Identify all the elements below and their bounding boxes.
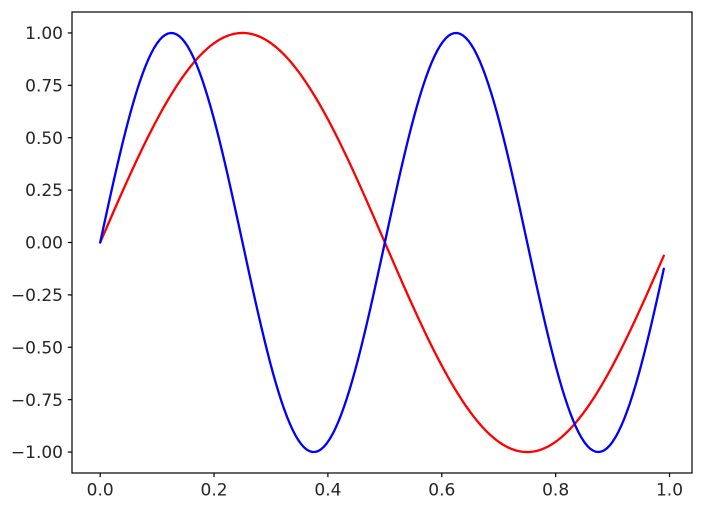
series-line-0 — [99, 31, 665, 454]
y-tick-label: −0.50 — [11, 338, 63, 358]
x-tick-label: 0.6 — [428, 480, 455, 500]
y-tick-label: −0.25 — [11, 286, 63, 306]
y-tick-label: −1.00 — [11, 443, 63, 463]
plot-area — [72, 12, 692, 473]
y-tick-label: 0.25 — [25, 181, 63, 201]
y-tick-label: 0.50 — [25, 129, 63, 149]
series-line-1 — [99, 31, 665, 454]
x-tick-label: 0.4 — [314, 480, 341, 500]
x-tick-label: 0.2 — [201, 480, 228, 500]
y-tick-label: 0.00 — [25, 234, 63, 254]
y-tick-label: −0.75 — [11, 391, 63, 411]
x-tick-label: 0.0 — [87, 480, 114, 500]
y-tick-label: 0.75 — [25, 76, 63, 96]
y-tick-label: 1.00 — [25, 24, 63, 44]
x-tick-label: 1.0 — [656, 480, 683, 500]
x-tick-label: 0.8 — [542, 480, 569, 500]
